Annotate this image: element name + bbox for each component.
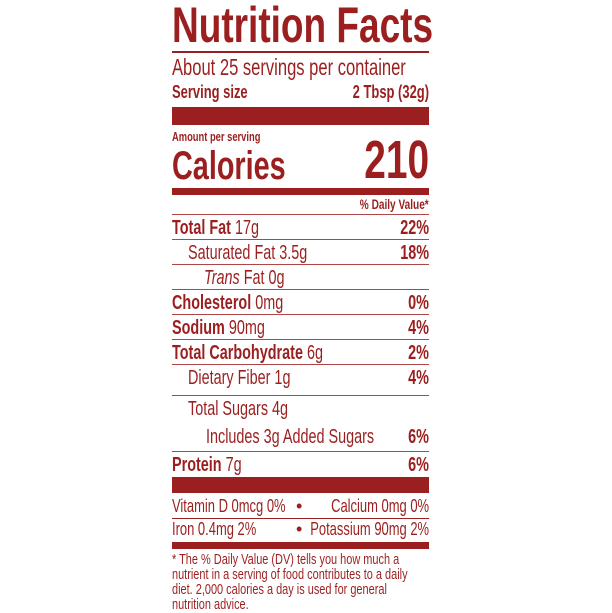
nutrient-dv: 6%: [408, 426, 429, 448]
nutrient-name: Total Sugars: [188, 398, 269, 420]
nutrient-amount: 17g: [234, 217, 259, 239]
nutrient-name: Total Carbohydrate: [172, 342, 303, 364]
nutrient-row: Total Carbohydrate 6g 2%: [172, 339, 429, 364]
vitamin-d: Vitamin D 0mcg 0%: [172, 496, 286, 516]
nutrient-dv: 18%: [400, 242, 429, 264]
potassium: Potassium 90mg 2%: [310, 519, 429, 539]
nutrient-dv: 2%: [408, 342, 429, 364]
nutrient-name: Sodium: [172, 317, 225, 339]
nutrient-name: Saturated Fat: [188, 242, 276, 264]
calories-value: 210: [364, 130, 429, 190]
servings-per-container: About 25 servings per container: [172, 54, 406, 80]
nutrient-row: Cholesterol 0mg 0%: [172, 289, 429, 314]
nutrient-name: Dietary Fiber: [188, 367, 271, 389]
thick-divider: [172, 107, 429, 125]
medium-divider: [172, 542, 429, 549]
serving-size-value: 2 Tbsp (32g): [352, 82, 429, 102]
serving-size-label: Serving size: [172, 82, 248, 102]
nutrient-row: Total Fat 17g 22%: [172, 214, 429, 239]
nutrient-name: Trans: [204, 267, 240, 289]
nutrient-row: Includes 3g Added Sugars 6%: [172, 424, 429, 448]
nutrient-name: Cholesterol: [172, 292, 252, 314]
divider: [172, 518, 429, 519]
nutrition-facts-label: Nutrition Facts About 25 servings per co…: [172, 0, 433, 613]
amount-per-serving: Amount per serving: [172, 129, 261, 144]
nutrient-name: Total Fat: [172, 217, 231, 239]
nutrient-amount: 6g: [306, 342, 323, 364]
medium-divider: [172, 188, 429, 195]
nutrient-dv: 6%: [408, 454, 429, 476]
nutrient-dv: 4%: [408, 317, 429, 339]
nutrient-dv: 0%: [408, 292, 429, 314]
nutrient-row: Protein 7g 6%: [172, 451, 429, 476]
nutrient-amount: 90mg: [228, 317, 265, 339]
nutrient-row: Sodium 90mg 4%: [172, 314, 429, 339]
nutrient-row: Saturated Fat 3.5g 18%: [172, 239, 429, 264]
divider: [172, 51, 429, 53]
calories-label: Calories: [172, 144, 286, 188]
nutrient-amount: 4g: [272, 398, 289, 420]
nutrient-name: Protein: [172, 454, 222, 476]
title: Nutrition Facts: [172, 0, 434, 53]
nutrient-amount: 1g: [274, 367, 291, 389]
bullet: •: [296, 496, 303, 516]
dv-header: % Daily Value*: [360, 196, 429, 212]
footnote: * The % Daily Value (DV) tells you how m…: [172, 551, 408, 613]
nutrient-row: Dietary Fiber 1g 4%: [172, 364, 429, 389]
calcium: Calcium 0mg 0%: [331, 496, 429, 516]
nutrient-name: Includes 3g Added Sugars: [206, 426, 375, 448]
nutrient-dv: 4%: [408, 367, 429, 389]
iron: Iron 0.4mg 2%: [172, 519, 257, 539]
nutrient-amount: 3.5g: [279, 242, 308, 264]
nutrient-amount: Fat 0g: [243, 267, 285, 289]
nutrient-dv: 22%: [400, 217, 429, 239]
nutrient-row: Trans Fat 0g: [172, 264, 429, 289]
nutrient-amount: 0mg: [255, 292, 284, 314]
thick-divider: [172, 477, 429, 493]
nutrient-row: Total Sugars 4g: [172, 395, 429, 420]
nutrient-amount: 7g: [225, 454, 242, 476]
bullet: •: [296, 519, 303, 539]
